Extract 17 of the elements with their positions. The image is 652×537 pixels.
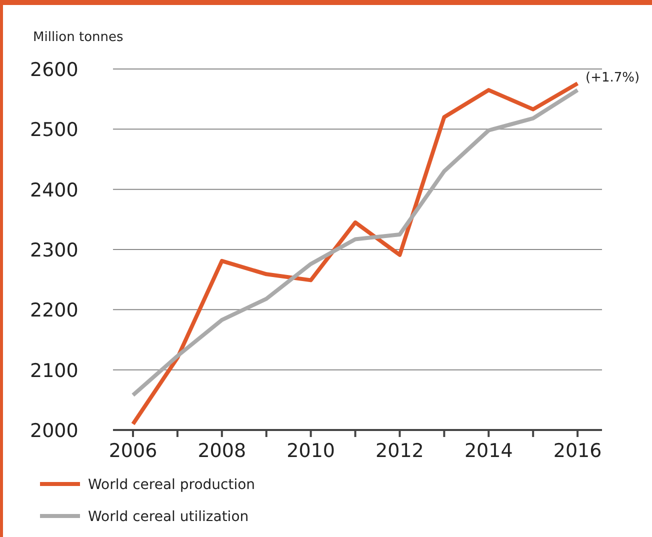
y-axis-title: Million tonnes	[33, 30, 124, 45]
y-tick-label: 2300	[30, 240, 78, 262]
x-tick-label: 2014	[464, 440, 513, 462]
y-tick-label: 2400	[30, 179, 78, 202]
y-tick-label: 2100	[30, 360, 78, 382]
legend-label: World cereal utilization	[88, 509, 249, 525]
x-tick-label: 2008	[198, 440, 246, 462]
annotation: (+1.7%)	[586, 70, 640, 86]
x-tick-label: 2012	[376, 440, 424, 462]
x-tick-label: 2016	[553, 440, 602, 462]
y-tick-label: 2500	[30, 119, 78, 142]
y-tick-label: 2200	[30, 300, 78, 322]
legend-label: World cereal production	[88, 477, 256, 493]
y-tick-label: 2000	[30, 420, 78, 442]
x-tick-label: 2006	[108, 440, 158, 462]
y-tick-label: 2600	[30, 59, 78, 81]
x-tick-label: 2010	[286, 440, 335, 462]
